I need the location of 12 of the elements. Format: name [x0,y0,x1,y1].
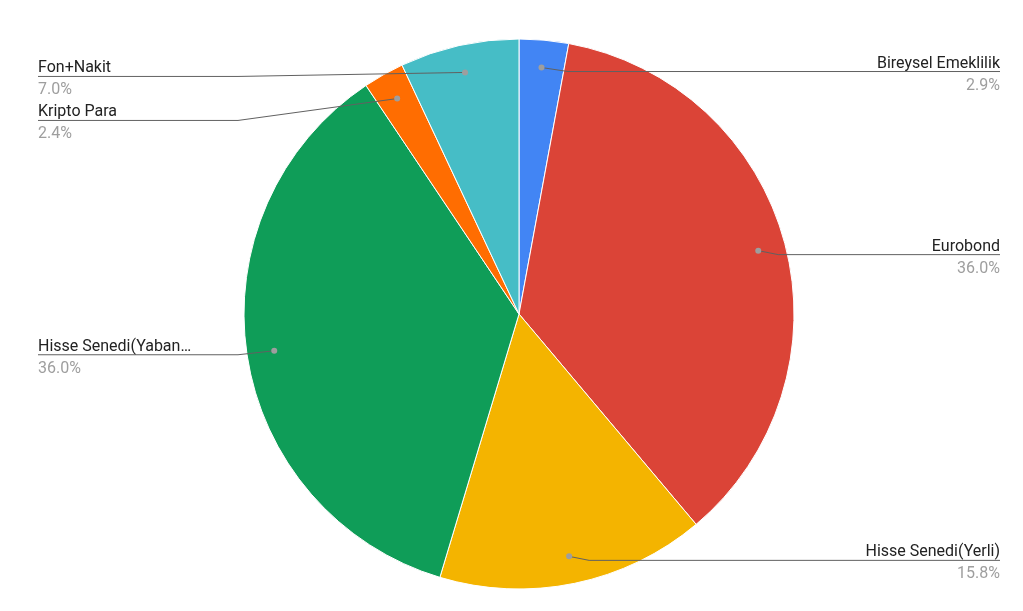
slice-label: Hisse Senedi(Yaban… [38,335,192,355]
slice-label: Hisse Senedi(Yerli) [865,541,1000,561]
data-label: 2.9% [966,74,1001,94]
data-label: 7.0% [38,79,73,99]
data-label: 36.0% [38,357,82,377]
data-label: 15.8% [957,563,1001,583]
slice-label: Bireysel Emeklilik [876,52,1001,72]
slice-label: Eurobond [931,235,1000,255]
data-label: 36.0% [957,257,1001,277]
data-label: 2.4% [38,123,73,143]
slice-label: Kripto Para [38,101,118,121]
slice-label: Fon+Nakit [38,57,112,77]
